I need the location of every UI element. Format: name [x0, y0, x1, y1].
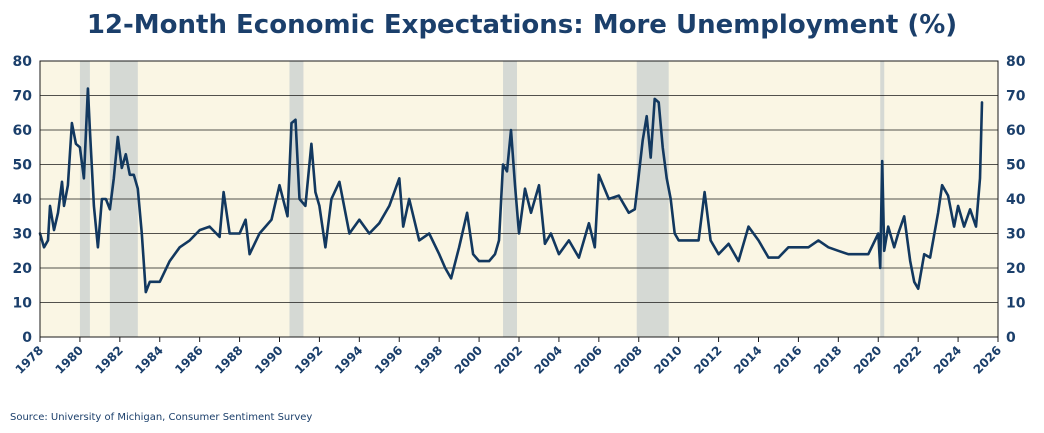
x-tick-label: 2016	[771, 343, 805, 377]
x-tick-label: 1982	[92, 343, 126, 377]
x-tick-label: 1994	[332, 343, 366, 377]
x-tick-label: 2022	[891, 343, 925, 377]
x-tick-label: 1996	[372, 343, 406, 377]
x-tick-label: 2012	[691, 343, 725, 377]
y-tick-label-left: 20	[13, 261, 33, 277]
y-tick-label-right: 50	[1006, 158, 1026, 174]
x-tick-label: 1992	[292, 343, 326, 377]
x-tick-label: 1986	[172, 343, 206, 377]
source-note: Source: University of Michigan, Consumer…	[10, 412, 313, 423]
x-tick-label: 2002	[492, 343, 526, 377]
x-tick-label: 2008	[611, 343, 645, 377]
plot-frame	[39, 60, 999, 338]
chart-title: 12-Month Economic Expectations: More Une…	[86, 10, 958, 40]
x-tick-label: 1988	[212, 343, 246, 377]
y-tick-label-right: 70	[1006, 89, 1026, 105]
x-tick-label: 2026	[971, 343, 1005, 377]
x-tick-label: 1984	[132, 343, 166, 377]
y-tick-label-left: 30	[13, 227, 33, 243]
y-axis-right: 0 10 20 30 40 50 60 70 80	[1006, 54, 1026, 346]
y-tick-label-right: 80	[1006, 54, 1026, 70]
y-tick-label-left: 0	[22, 330, 32, 346]
y-tick-label-left: 10	[13, 296, 33, 312]
x-tick-label: 2010	[651, 343, 685, 377]
y-tick-label-right: 30	[1006, 227, 1026, 243]
x-tick-label: 2004	[532, 343, 566, 377]
y-tick-label-left: 40	[13, 192, 33, 208]
x-tick-label: 2014	[731, 343, 765, 377]
gridlines	[40, 95, 998, 303]
y-tick-label-left: 50	[13, 158, 33, 174]
x-axis: 1978 1980 1982 1984 1986 1988 1990 1992 1994 1996…	[13, 337, 1005, 377]
series-layer	[38, 87, 984, 294]
y-tick-label-right: 60	[1006, 123, 1026, 139]
x-tick-label: 2018	[811, 343, 845, 377]
y-tick-label-right: 20	[1006, 261, 1026, 277]
series-line-0	[38, 87, 984, 294]
x-tick-label: 1998	[412, 343, 446, 377]
x-tick-label: 2020	[851, 343, 885, 377]
x-tick-label: 1978	[13, 343, 47, 377]
plot-border	[39, 60, 999, 338]
x-tick-label: 1990	[252, 343, 286, 377]
x-tick-label: 1980	[53, 343, 87, 377]
y-tick-label-left: 80	[13, 54, 33, 70]
x-tick-label: 2024	[931, 343, 965, 377]
y-tick-label-left: 70	[13, 89, 33, 105]
y-tick-label-right: 40	[1006, 192, 1026, 208]
x-tick-label: 2006	[571, 343, 605, 377]
y-tick-label-right: 0	[1006, 330, 1016, 346]
y-tick-label-right: 10	[1006, 296, 1026, 312]
y-tick-label-left: 60	[13, 123, 33, 139]
y-axis-left: 0 10 20 30 40 50 60 70 80	[13, 54, 33, 346]
x-tick-label: 2000	[452, 343, 486, 377]
